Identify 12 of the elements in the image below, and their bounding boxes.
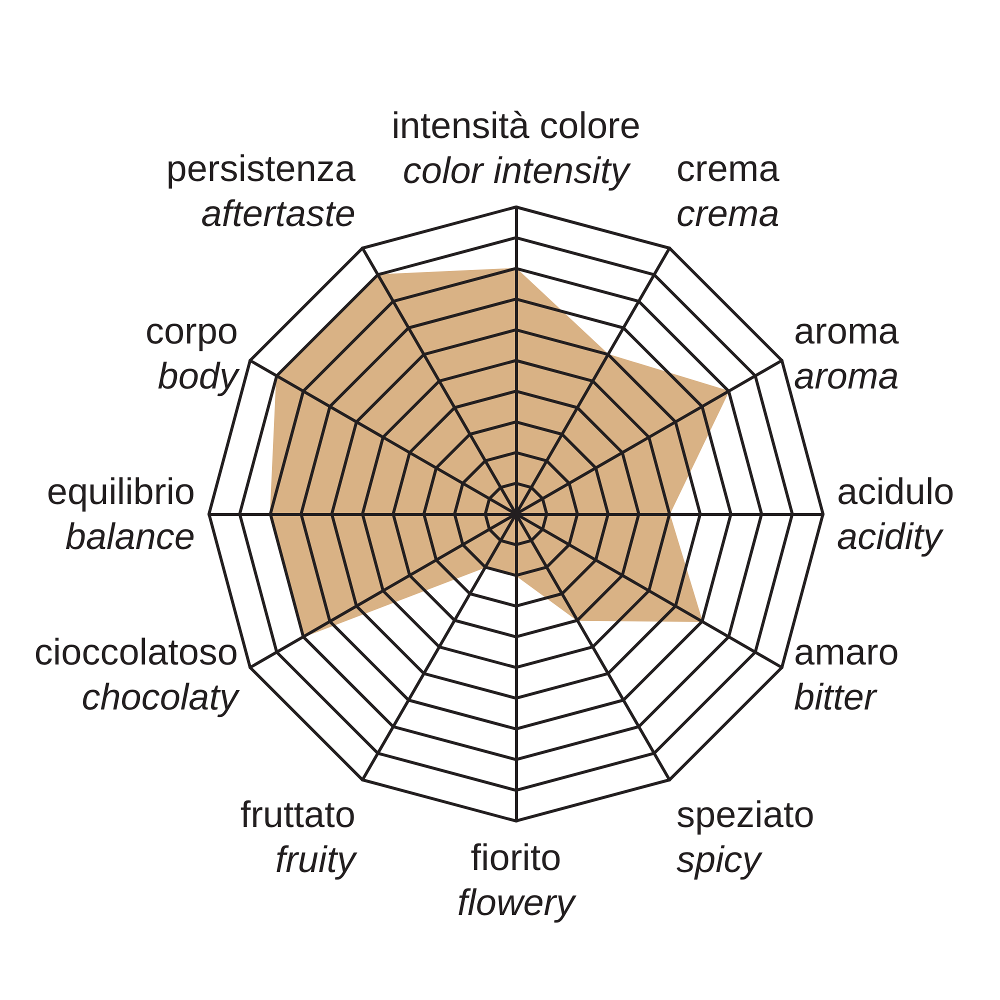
spoke-label: acidulo acidity	[837, 471, 954, 557]
spoke-label: aroma aroma	[794, 310, 900, 396]
spoke-label: equilibrio balance	[46, 471, 195, 557]
spoke-label: cioccolatoso chocolaty	[34, 632, 241, 718]
spoke-label: speziato spicy	[676, 794, 814, 880]
spoke-label: intensità colore color intensity	[392, 105, 640, 191]
spoke-label: fruttato fruity	[240, 794, 358, 880]
spoke-label: fiorito flowery	[457, 837, 578, 923]
spoke-label: persistenza aftertaste	[166, 148, 356, 234]
spoke-label: amaro bitter	[794, 632, 899, 718]
spoke-label: corpo body	[145, 310, 241, 396]
spoke-label: crema crema	[676, 148, 780, 234]
